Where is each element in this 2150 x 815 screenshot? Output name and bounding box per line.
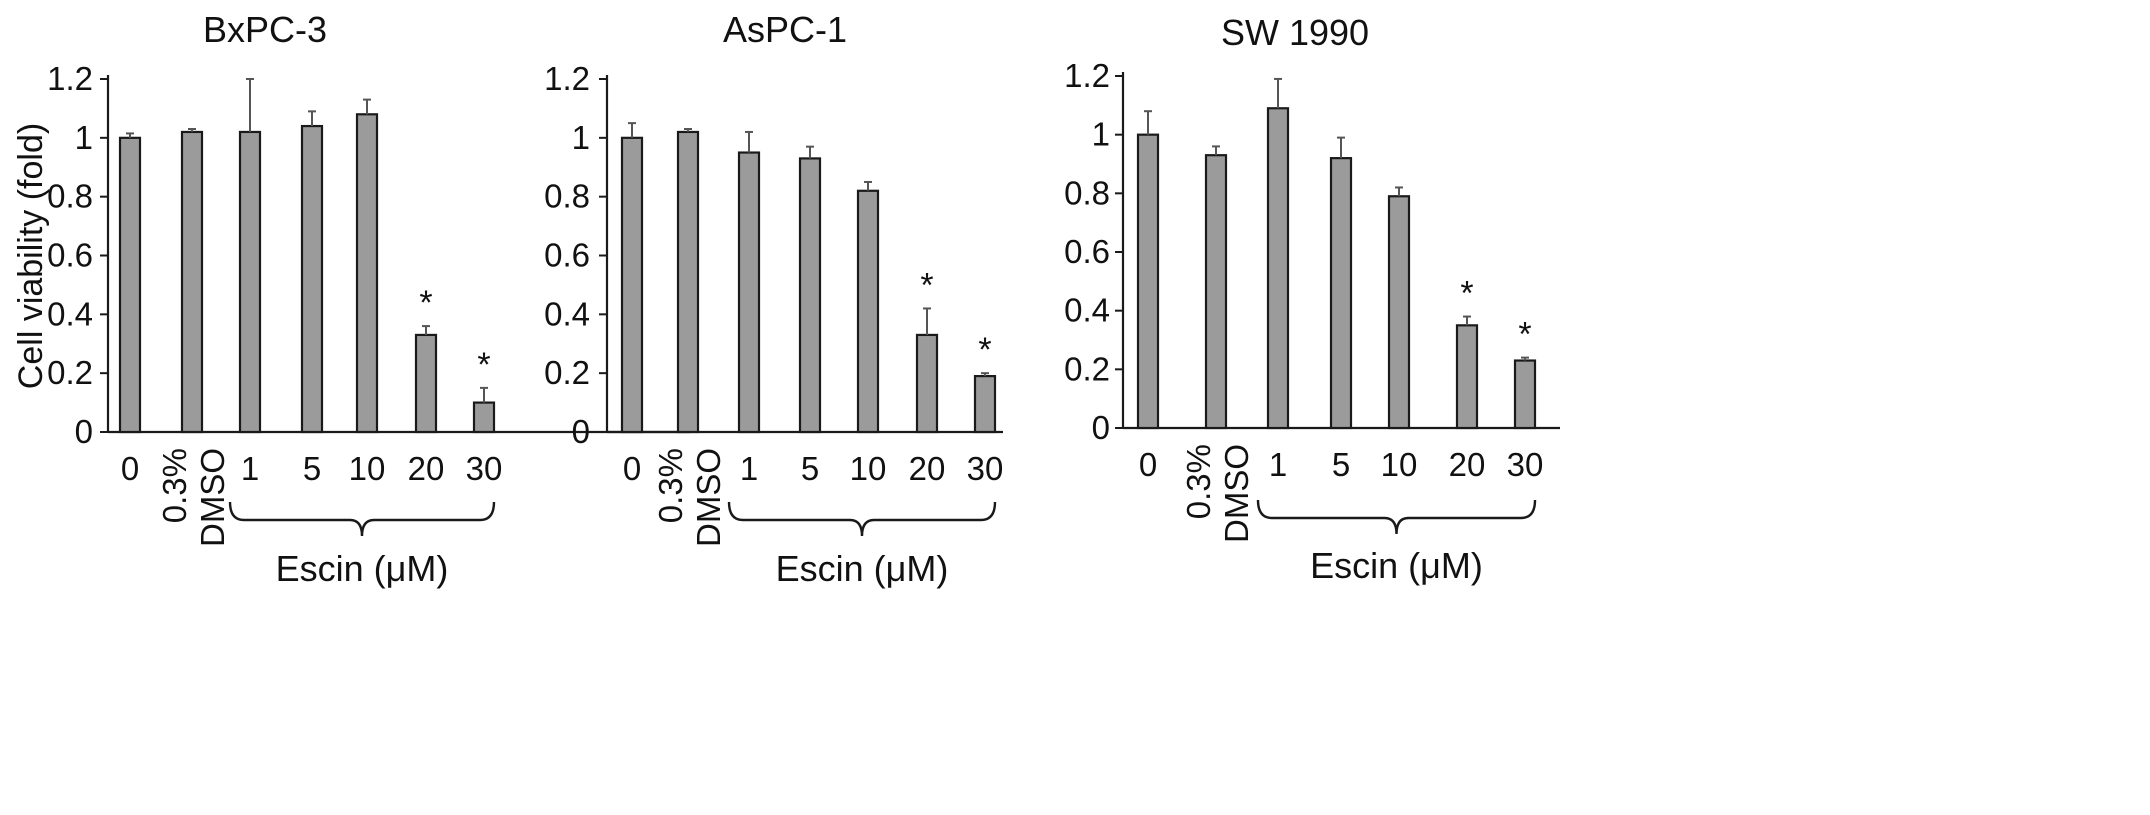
chart-title: SW 1990: [1221, 12, 1369, 53]
x-tick-label: 10: [850, 450, 887, 487]
bar: [1266, 107, 1290, 430]
bar: [1204, 154, 1228, 430]
x-tick-label: 20: [909, 450, 946, 487]
y-tick-label: 0.8: [1064, 174, 1110, 211]
bar: [414, 333, 438, 434]
bar: [1387, 195, 1411, 430]
x-tick-label-line: DMSO: [690, 448, 727, 547]
bar: [472, 401, 496, 434]
bar: [620, 136, 644, 434]
x-axis-label: Escin (μM): [776, 548, 949, 589]
bar: [856, 189, 880, 434]
x-tick-label: 5: [303, 450, 321, 487]
y-tick-label: 0: [1092, 409, 1110, 446]
bar: [180, 130, 204, 434]
chart-title: AsPC-1: [723, 9, 847, 50]
chart-panel-1: BxPC-3 0 0.2 0.4 0.6 0.8 1 1.2 Cell viability (f…: [12, 9, 690, 589]
y-tick-label: 1: [572, 119, 590, 156]
x-tick-label: 1: [1269, 446, 1287, 483]
x-tick-label: 20: [408, 450, 445, 487]
y-tick-label: 0.8: [544, 178, 590, 215]
x-tick-label-line: 0.3%: [1180, 444, 1217, 519]
x-tick-label-line: DMSO: [194, 448, 231, 547]
bar: [300, 124, 324, 434]
chart-title: BxPC-3: [203, 9, 327, 50]
x-tick-label: 5: [801, 450, 819, 487]
y-tick-label: 1.2: [47, 60, 93, 97]
y-tick-label: 0.2: [544, 354, 590, 391]
significance-marker: *: [419, 284, 432, 322]
group-bracket: [727, 501, 997, 537]
bar: [238, 130, 262, 434]
y-tick-label: 0.6: [47, 237, 93, 274]
y-tick-label: 0.4: [1064, 292, 1110, 329]
bar: [118, 136, 142, 434]
x-tick-label: 0: [623, 450, 641, 487]
group-bracket: [228, 501, 496, 537]
y-tick-label: 0: [572, 413, 590, 450]
x-tick-label: 0: [121, 450, 139, 487]
x-tick-label: 30: [466, 450, 503, 487]
chart-panel-2: AsPC-1 0 0.2 0.4 0.6 0.8 1 1.2 0 0.3%DMSO 1 5 10 * 20 *…: [544, 9, 1003, 589]
bar: [1329, 157, 1353, 430]
x-tick-label: 1: [241, 450, 259, 487]
x-axis-label: Escin (μM): [1310, 545, 1483, 586]
x-tick-label-line: 0.3%: [652, 448, 689, 523]
chart-panel-3: SW 1990 0 0.2 0.4 0.6 0.8 1 1.2 0 0.3%DMSO 1 5 10 * 20…: [1064, 12, 1560, 586]
y-tick-label: 0.6: [544, 237, 590, 274]
y-tick-label: 0.2: [47, 354, 93, 391]
bar: [1455, 324, 1479, 430]
bar: [355, 113, 379, 434]
significance-marker: *: [920, 266, 933, 304]
bar: [915, 333, 939, 434]
x-tick-label: 30: [1507, 446, 1544, 483]
bar: [676, 130, 700, 434]
x-tick-label: 20: [1449, 446, 1486, 483]
y-tick-label: 0.8: [47, 178, 93, 215]
x-tick-label: 10: [1381, 446, 1418, 483]
x-tick-label: 1: [740, 450, 758, 487]
x-tick-label: 30: [967, 450, 1004, 487]
y-tick-label: 1: [1092, 116, 1110, 153]
x-tick-label: 0: [1139, 446, 1157, 483]
significance-marker: *: [477, 346, 490, 384]
x-tick-label: 10: [349, 450, 386, 487]
significance-marker: *: [978, 331, 991, 369]
y-axis-label: Cell viability (fold): [12, 123, 50, 389]
x-axis-label: Escin (μM): [276, 548, 449, 589]
bar: [1513, 359, 1537, 430]
y-tick-label: 0: [75, 413, 93, 450]
y-tick-label: 0.4: [544, 295, 590, 332]
group-bracket: [1256, 499, 1537, 535]
x-tick-label-line: DMSO: [1218, 444, 1255, 543]
y-tick-label: 1: [75, 119, 93, 156]
bar: [973, 375, 997, 434]
bar: [798, 157, 822, 434]
y-tick-label: 0.4: [47, 295, 93, 332]
significance-marker: *: [1460, 275, 1473, 313]
y-tick-label: 0.2: [1064, 350, 1110, 387]
y-tick-label: 0.6: [1064, 233, 1110, 270]
x-tick-label: 0.3%DMSO: [156, 448, 231, 547]
x-tick-label-line: 0.3%: [156, 448, 193, 523]
x-tick-label: 0.3%DMSO: [652, 448, 727, 547]
bar: [1136, 133, 1160, 430]
x-tick-label: 5: [1332, 446, 1350, 483]
x-tick-label: 0.3%DMSO: [1180, 444, 1255, 543]
bar: [737, 151, 761, 434]
y-tick-label: 1.2: [544, 60, 590, 97]
significance-marker: *: [1518, 316, 1531, 354]
y-tick-label: 1.2: [1064, 57, 1110, 94]
